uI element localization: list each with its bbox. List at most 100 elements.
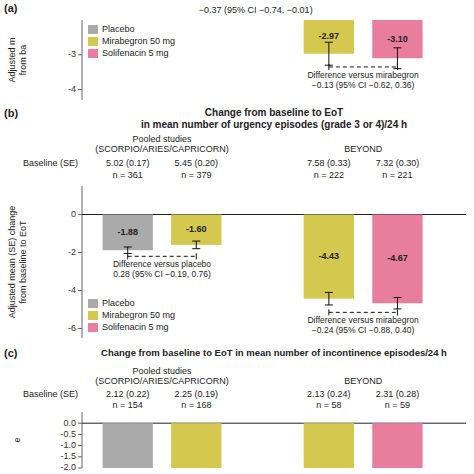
y-tick <box>78 468 82 469</box>
y-axis <box>82 186 83 338</box>
text-line: Adjusted mean (SE) change <box>7 206 17 319</box>
text-line: from baseline to EoT <box>18 220 28 304</box>
text-line: Difference versus mirabegron <box>307 315 419 325</box>
text-line: (b) <box>4 107 18 119</box>
y-tick-label: -2 <box>68 247 76 257</box>
y-tick <box>78 89 82 90</box>
n-value: n = 222 <box>314 170 344 180</box>
text-line: Change from baseline to EoT in mean numb… <box>101 347 447 358</box>
bar <box>171 215 221 245</box>
text-line: BEYOND <box>344 376 383 386</box>
data-label: -4.43 <box>319 251 340 261</box>
baseline-value: 5.45 (0.20) <box>175 158 219 168</box>
error-bar <box>124 247 132 253</box>
annotation: −0.37 (95% CI −0.74, −0.01) <box>199 5 313 15</box>
title: Change from baseline to EoTin mean numbe… <box>141 107 407 130</box>
legend-swatch <box>88 37 98 46</box>
text-line: (SCORPIO/ARIES/CAPRICORN) <box>95 376 229 386</box>
y-tick-label: -1.0 <box>60 440 76 450</box>
panel: (b) Change from baseline to EoTin mean nu… <box>4 107 466 338</box>
group-label: Pooled studies(SCORPIO/ARIES/CAPRICORN) <box>95 134 229 154</box>
y-tick <box>78 456 82 457</box>
baseline-label: Baseline (SE) <box>23 158 78 168</box>
y-tick <box>78 445 82 446</box>
text-line: Difference versus mirabegron <box>307 70 419 80</box>
legend-label: Solifenacin 5 mg <box>102 322 169 332</box>
panel: (a)−0.37 (95% CI −0.74, −0.01)-3-4Adjust… <box>4 0 423 100</box>
y-tick-label: 0.0 <box>63 418 76 428</box>
data-label: -2.97 <box>319 31 340 41</box>
bar <box>304 215 354 299</box>
y-axis-label: Adjusted mean (SE) changefrom baseline t… <box>7 206 28 319</box>
legend-swatch <box>88 299 98 308</box>
y-tick <box>78 434 82 435</box>
y-tick <box>78 328 82 329</box>
n-value: n = 58 <box>316 400 341 410</box>
baseline-label: Baseline (SE) <box>23 389 78 399</box>
y-tick-label: -2.0 <box>60 462 76 472</box>
difference-label: Difference versus placebo0.28 (95% CI −0… <box>113 259 211 279</box>
y-tick-label: -1.5 <box>60 451 76 461</box>
baseline-value: 2.12 (0.22) <box>106 389 150 399</box>
y-tick-label: -0.5 <box>60 429 76 439</box>
text-line: in mean number of urgency episodes (grad… <box>141 119 407 130</box>
group-label: Pooled studies(SCORPIO/ARIES/CAPRICORN) <box>95 366 229 386</box>
data-label: -1.60 <box>186 224 207 234</box>
error-bar <box>325 42 333 65</box>
text-line: Adjusted m <box>7 37 17 82</box>
baseline-value: 2.25 (0.19) <box>175 389 219 399</box>
legend: Placebo Mirabegron 50 mg Solifenacin 5 mg <box>88 298 175 332</box>
legend-swatch <box>88 323 98 332</box>
panel-label: (b) <box>4 107 18 119</box>
panel-label: (c) <box>4 347 18 359</box>
legend-label: Mirabegron 50 mg <box>102 310 175 320</box>
plot-area <box>82 423 466 468</box>
baseline-value: 2.13 (0.24) <box>307 389 351 399</box>
difference-line <box>329 312 398 313</box>
y-tick-label: 0 <box>71 209 76 219</box>
text-line: e <box>12 437 22 442</box>
legend-label: Solifenacin 5 mg <box>102 48 169 58</box>
y-tick-label: -6 <box>68 323 76 333</box>
plot-area <box>82 215 466 309</box>
text-line: Change from baseline to EoT <box>205 107 343 118</box>
n-value: n = 59 <box>385 400 410 410</box>
y-axis <box>82 412 83 468</box>
legend-swatch <box>88 311 98 320</box>
text-line: from ba <box>18 45 28 76</box>
text-line: −0.13 (95% CI −0.62, 0.36) <box>312 80 415 90</box>
y-axis-label: e <box>12 437 22 442</box>
text-line: Difference versus placebo <box>113 259 211 269</box>
bar <box>372 423 422 468</box>
panel: (c) Change from baseline to EoT in mean n… <box>4 347 466 472</box>
baseline-value: 5.02 (0.17) <box>106 158 150 168</box>
difference-line <box>329 66 398 67</box>
n-value: n = 154 <box>113 400 143 410</box>
error-bar <box>192 241 200 249</box>
text-line: 0.28 (95% CI −0.19, 0.76) <box>113 269 211 279</box>
text-line: (c) <box>4 347 18 359</box>
difference-label: Difference versus mirabegron−0.13 (95% C… <box>307 70 419 90</box>
n-value: n = 221 <box>382 170 412 180</box>
baseline-value: 7.58 (0.33) <box>307 158 351 168</box>
bar <box>103 215 153 251</box>
error-bar <box>325 292 333 305</box>
difference-line <box>128 256 197 257</box>
data-label: -4.67 <box>387 253 408 263</box>
bar <box>372 215 422 304</box>
y-tick <box>78 214 82 215</box>
figure: (a)−0.37 (95% CI −0.74, −0.01)-3-4Adjust… <box>0 0 474 474</box>
legend-label: Placebo <box>102 298 135 308</box>
text-line: −0.24 (95% CI −0.88, 0.40) <box>312 325 415 335</box>
title: Change from baseline to EoT in mean numb… <box>101 347 447 358</box>
legend: PlaceboMirabegron 50 mgSolifenacin 5 mg <box>88 24 175 58</box>
legend-swatch <box>88 49 98 58</box>
y-tick <box>78 54 82 55</box>
text-line: Pooled studies <box>132 366 192 376</box>
y-tick-label: -4 <box>68 84 76 94</box>
panel-label: (a) <box>4 2 18 14</box>
error-bar <box>393 298 401 309</box>
y-axis <box>82 20 83 100</box>
n-value: n = 168 <box>181 400 211 410</box>
group-label: BEYOND <box>344 144 383 154</box>
